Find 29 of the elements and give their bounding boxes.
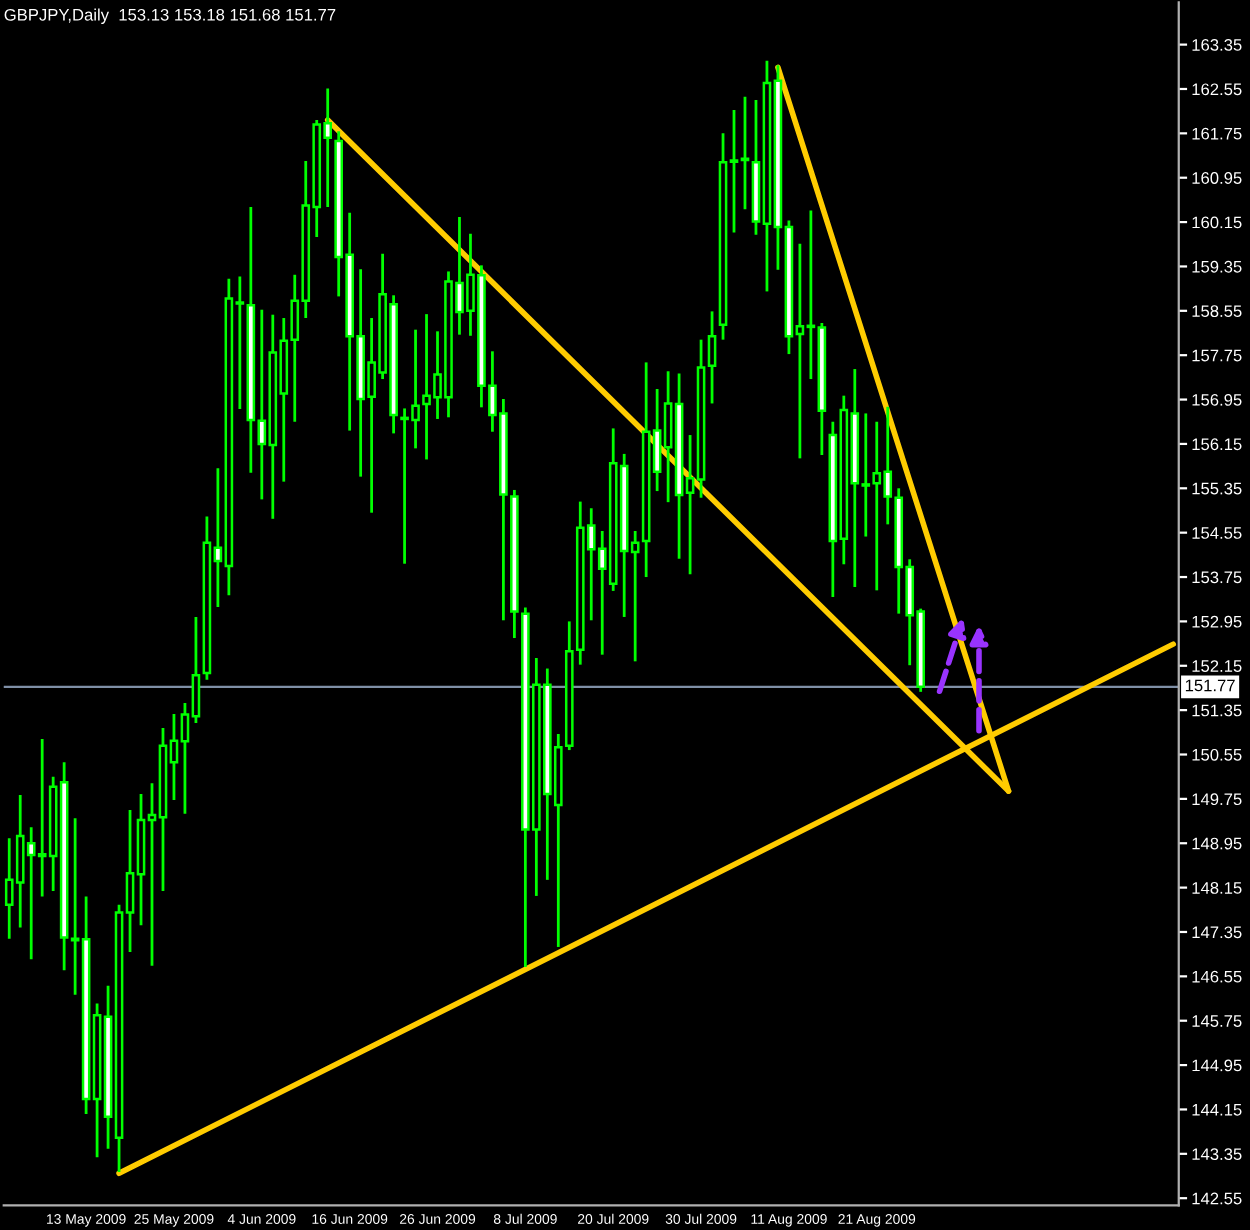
y-tick-label: 152.95 (1192, 615, 1242, 628)
y-tick-label: 144.95 (1192, 1059, 1242, 1072)
y-tick-label: 149.75 (1192, 793, 1242, 806)
y-tick-label: 163.35 (1192, 39, 1242, 51)
y-tick-label: 162.55 (1192, 83, 1242, 96)
ref-line-label: 151.77 (1185, 679, 1235, 692)
y-tick-label: 146.55 (1192, 970, 1242, 983)
y-tick-label: 160.15 (1192, 216, 1242, 229)
y-tick-label: 152.15 (1192, 660, 1242, 672)
y-tick-label: 161.75 (1192, 127, 1242, 140)
y-tick-label: 148.95 (1192, 837, 1242, 850)
y-tick-label: 159.35 (1192, 260, 1242, 273)
y-tick-label: 154.55 (1192, 527, 1242, 539)
y-tick-label: 142.55 (1192, 1192, 1242, 1205)
y-tick-label: 156.95 (1192, 393, 1242, 406)
y-tick-label: 150.55 (1192, 748, 1242, 761)
y-tick-label: 158.55 (1192, 305, 1242, 318)
y-tick-label: 144.15 (1192, 1104, 1242, 1116)
y-tick-label: 157.75 (1192, 349, 1242, 362)
y-tick-label: 147.35 (1192, 926, 1242, 939)
y-tick-label: 156.15 (1192, 438, 1242, 451)
y-tick-label: 160.95 (1192, 172, 1242, 184)
y-tick-label: 151.35 (1192, 704, 1242, 717)
y-tick-label: 145.75 (1192, 1015, 1242, 1027)
y-tick-label: 153.75 (1192, 571, 1242, 584)
chart-title: GBPJPY,Daily 153.13 153.18 151.68 151.77 (4, 8, 336, 25)
y-tick-label: 143.35 (1192, 1148, 1242, 1161)
y-tick-label: 148.15 (1192, 882, 1242, 894)
y-tick-label: 155.35 (1192, 482, 1242, 495)
